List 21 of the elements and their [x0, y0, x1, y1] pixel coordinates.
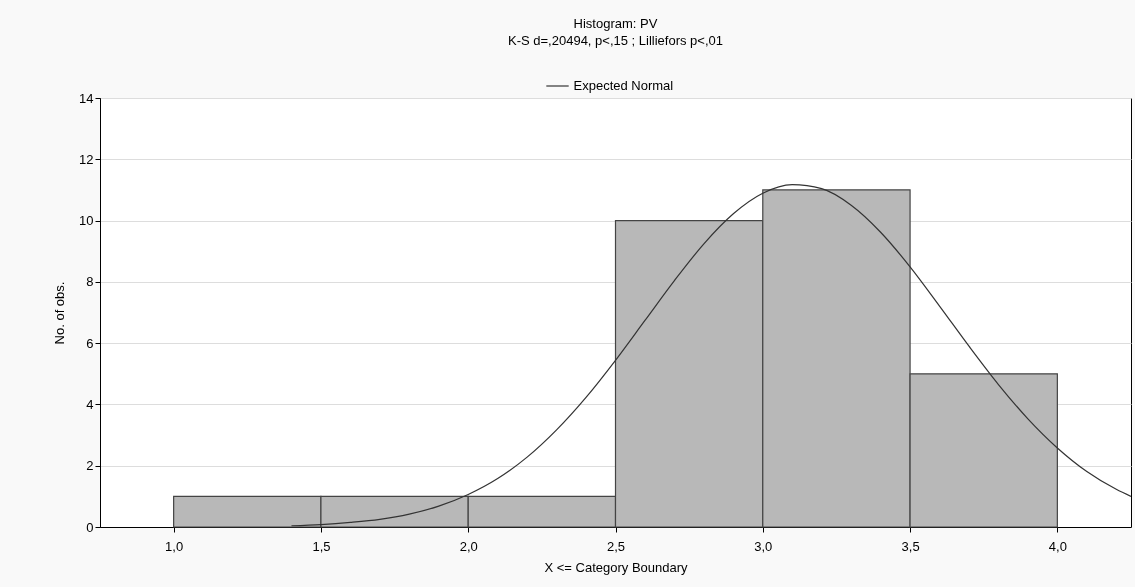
x-tick-label: 2,0 [459, 538, 478, 554]
y-tick-label: 8 [86, 274, 94, 290]
x-axis-title: X <= Category Boundary [544, 559, 689, 575]
y-tick-label: 0 [86, 519, 94, 535]
line-series [290, 184, 1131, 527]
y-axis-title: No. of obs. [52, 281, 68, 345]
chart-subtitle: K-S d=,20494, p<,15 ; Lilliefors p<,01 [507, 33, 724, 48]
x-tick-label: 1,5 [312, 538, 331, 554]
y-tick-label: 12 [79, 151, 94, 167]
x-tick-label: 2,5 [606, 538, 626, 554]
x-tick-label: 3,0 [754, 538, 773, 554]
x-tick-label: 4,0 [1048, 538, 1067, 554]
y-tick-label: 6 [86, 335, 94, 351]
y-tick-label: 2 [86, 458, 94, 474]
y-tick-label: 4 [86, 396, 94, 412]
x-tick-label: 1,0 [165, 538, 184, 554]
x-tick-label: 3,5 [901, 538, 920, 554]
y-tick-label: 14 [79, 90, 94, 106]
chart-title: Histogram: PV [573, 16, 658, 31]
legend-label: Expected Normal [573, 78, 674, 93]
y-tick-label: 10 [79, 213, 94, 229]
